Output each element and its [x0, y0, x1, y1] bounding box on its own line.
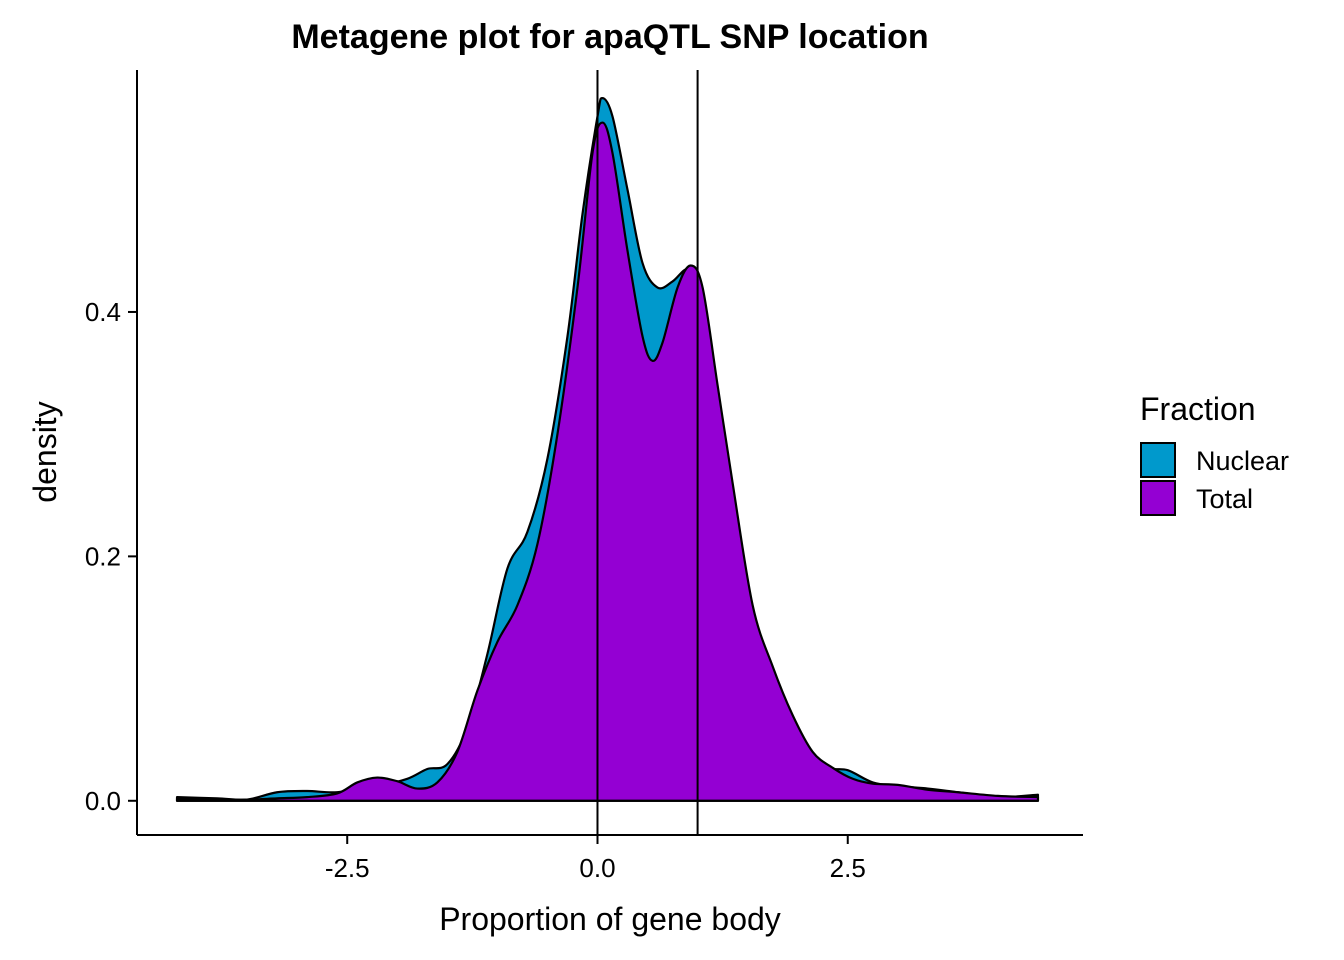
y-tick-label-0: 0.0: [85, 786, 121, 816]
legend-title: Fraction: [1140, 391, 1256, 427]
axes-layer: [136, 70, 1083, 836]
x-axis-title: Proportion of gene body: [439, 901, 781, 937]
legend: Fraction Nuclear Total: [1140, 391, 1289, 516]
y-axis-title: density: [27, 401, 63, 502]
legend-label-total: Total: [1196, 484, 1253, 514]
x-tick-label-1: 0.0: [579, 853, 615, 883]
legend-items: Nuclear Total: [1140, 442, 1289, 516]
chart-title: Metagene plot for apaQTL SNP location: [291, 18, 928, 56]
density-area-total: [175, 121, 1040, 802]
legend-key-nuclear: [1140, 442, 1176, 478]
legend-key-total: [1140, 480, 1176, 516]
series-layer: [175, 97, 1040, 802]
x-tick-label-2: 2.5: [830, 853, 866, 883]
tick-layer: -2.5 0.0 2.5 0.0 0.2 0.4: [85, 297, 866, 883]
y-tick-label-1: 0.2: [85, 541, 121, 571]
x-tick-label-0: -2.5: [325, 853, 370, 883]
legend-label-nuclear: Nuclear: [1196, 446, 1289, 476]
vline-layer: [596, 70, 699, 835]
y-tick-label-2: 0.4: [85, 297, 121, 327]
